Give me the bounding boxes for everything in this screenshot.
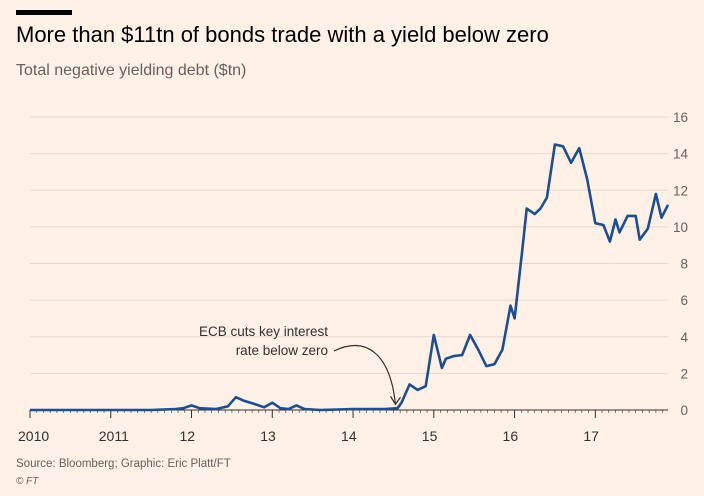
annotation-arrowhead <box>389 395 401 406</box>
x-tick-label-12: 12 <box>180 428 196 444</box>
x-tick-label-2011: 2011 <box>99 428 129 444</box>
annotation-line-1: ECB cuts key interest <box>199 324 328 339</box>
y-tick-label-6: 6 <box>680 293 688 308</box>
chart-subtitle: Total negative yielding debt ($tn) <box>16 62 247 79</box>
y-tick-label-4: 4 <box>680 330 688 345</box>
y-tick-label-14: 14 <box>673 147 689 162</box>
x-tick-label-15: 15 <box>422 428 438 444</box>
x-tick-label-16: 16 <box>503 428 519 444</box>
y-tick-label-8: 8 <box>680 257 688 272</box>
annotation-ecb-cut: ECB cuts key interest rate below zero <box>199 324 401 406</box>
annotation-line-2: rate below zero <box>236 343 328 358</box>
x-tick-label-14: 14 <box>341 428 357 444</box>
x-tick-label-17: 17 <box>583 428 599 444</box>
source-note: Source: Bloomberg; Graphic: Eric Platt/F… <box>16 458 231 470</box>
annotation-arrow <box>333 345 397 405</box>
ft-credit: © FT <box>16 476 39 487</box>
gridlines <box>30 116 668 374</box>
y-axis-ticks: 0 2 4 6 8 10 12 14 16 <box>673 110 689 418</box>
x-axis-ticks: 2010 2011 12 13 14 15 16 17 <box>18 410 663 444</box>
y-tick-label-16: 16 <box>673 110 688 125</box>
ft-top-bar <box>16 10 72 15</box>
y-tick-label-0: 0 <box>680 403 688 418</box>
series-line-negative-yielding-debt <box>30 143 670 412</box>
y-tick-label-12: 12 <box>673 183 688 198</box>
x-tick-label-2010: 2010 <box>18 428 49 444</box>
y-tick-label-10: 10 <box>673 220 688 235</box>
x-tick-label-13: 13 <box>260 428 276 444</box>
y-tick-label-2: 2 <box>680 366 688 381</box>
chart-title: More than $11tn of bonds trade with a yi… <box>16 22 549 47</box>
